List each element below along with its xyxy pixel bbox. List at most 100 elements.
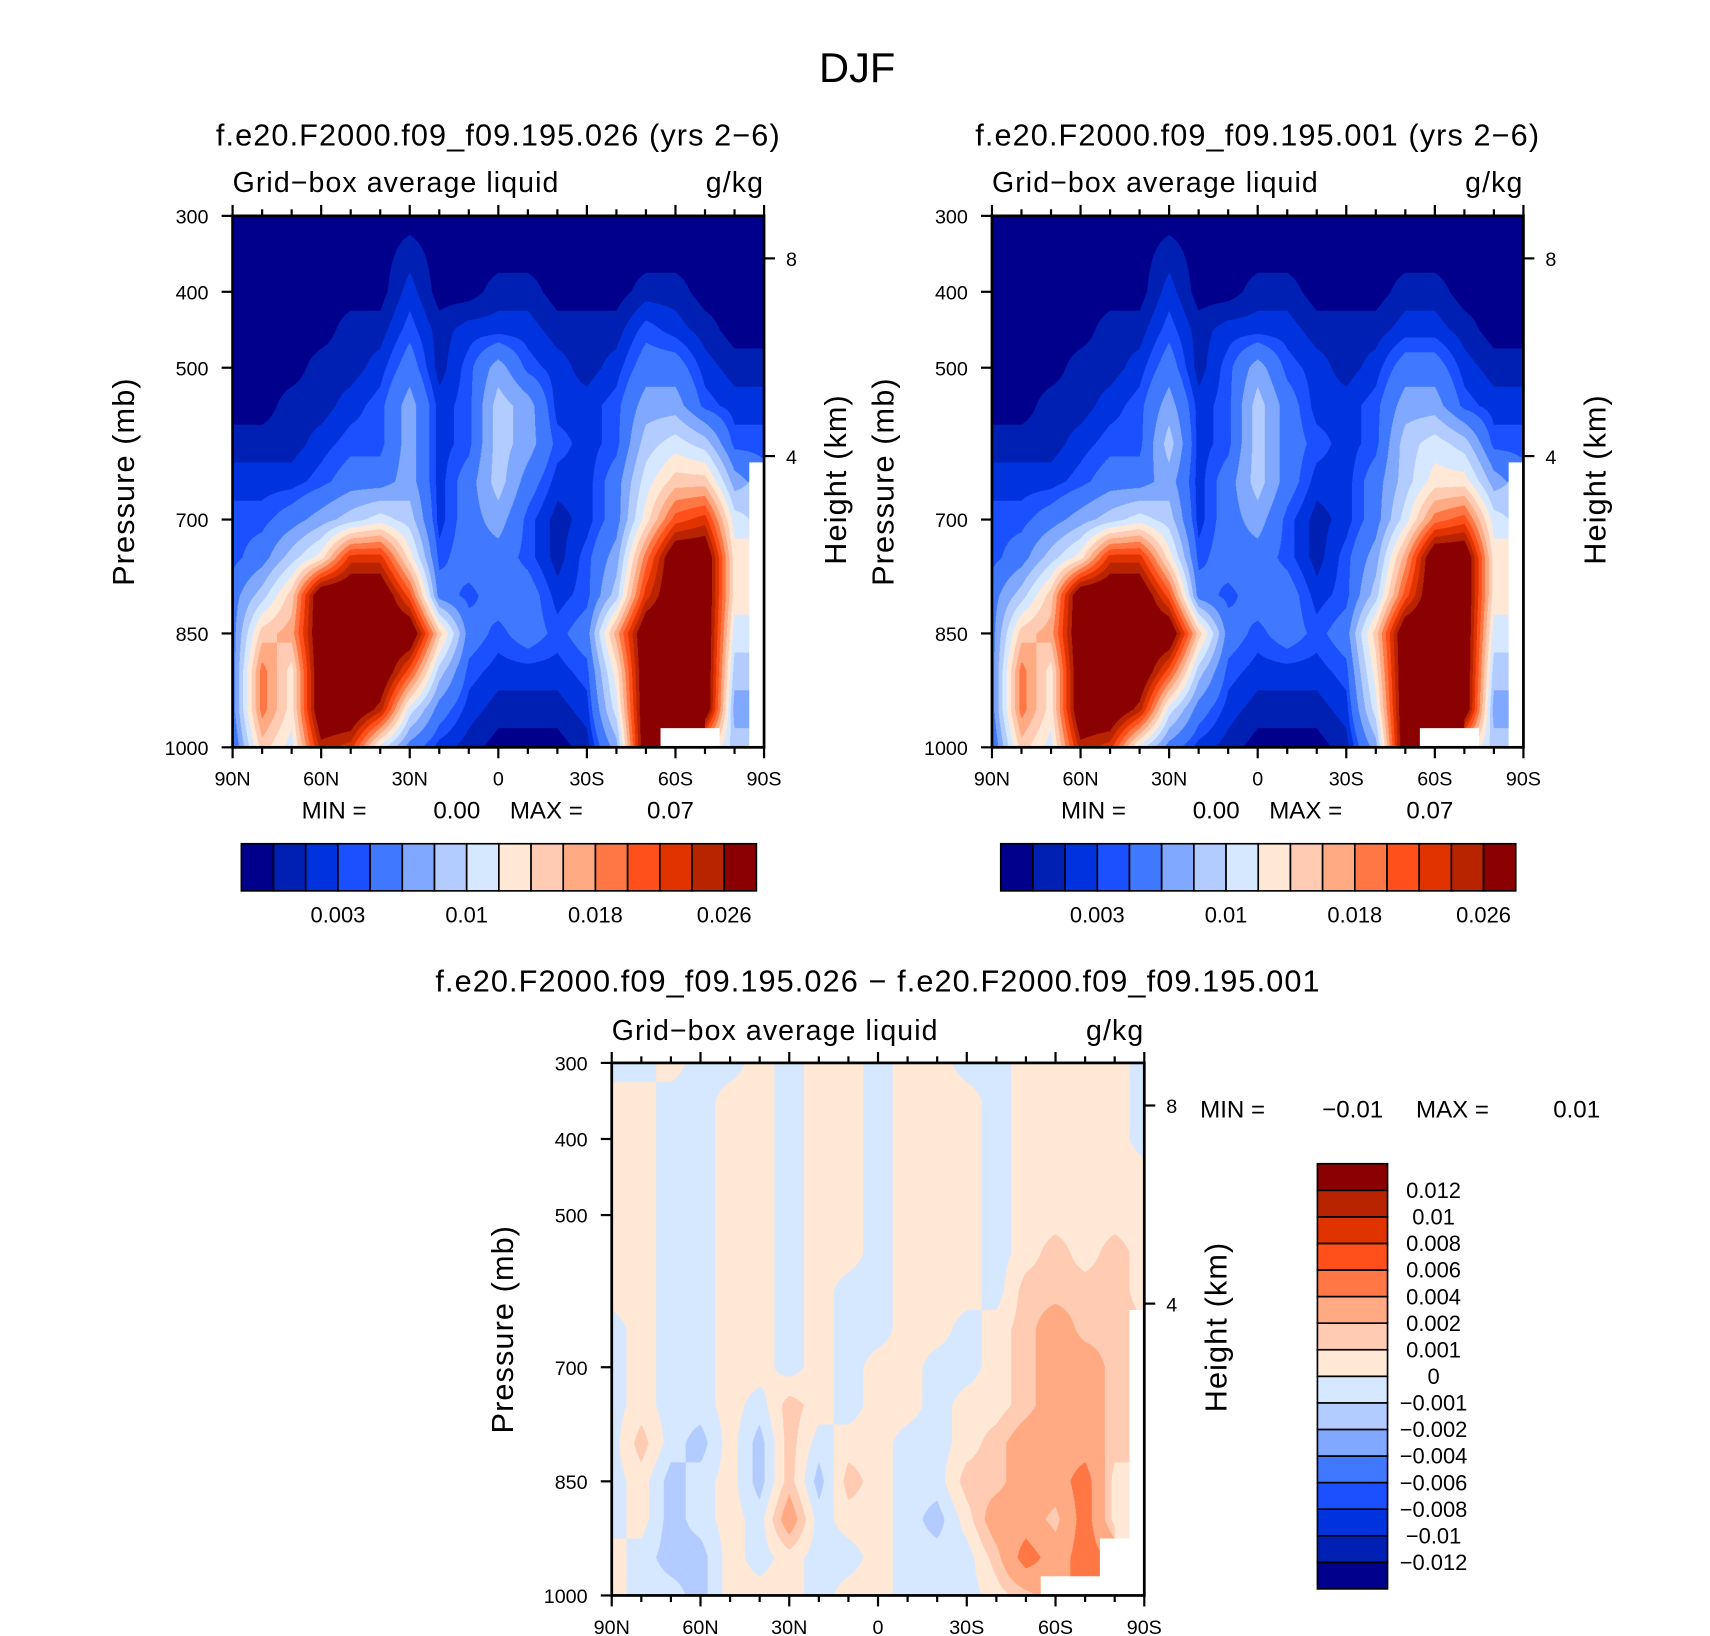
max-value: 0.01 xyxy=(1553,1097,1600,1124)
y-tick-label: 1000 xyxy=(544,1586,588,1608)
colorbar-box xyxy=(1316,1295,1389,1324)
colorbar-box xyxy=(1064,842,1099,892)
max-label: MAX = xyxy=(510,798,583,825)
colorbar-box xyxy=(401,842,436,892)
colorbar-label: 0.01 xyxy=(445,903,488,928)
colorbar-label: 0.01 xyxy=(1412,1205,1455,1230)
max-label: MAX = xyxy=(1416,1097,1489,1124)
colorbar-box xyxy=(1316,1561,1389,1590)
y-tick-label: 400 xyxy=(935,282,968,304)
colorbar-label: 0.003 xyxy=(311,903,366,928)
colorbar-label: 0.006 xyxy=(1406,1258,1461,1283)
x-tick-label: 30N xyxy=(1151,769,1187,791)
colorbar-box xyxy=(1316,1216,1389,1245)
colorbar-label: 0.004 xyxy=(1406,1284,1461,1309)
colorbar-box xyxy=(1128,842,1163,892)
colorbar-label: −0.002 xyxy=(1400,1417,1468,1442)
colorbar-label: 0.008 xyxy=(1406,1231,1461,1256)
x-tick-label: 30N xyxy=(392,769,428,791)
x-tick-label: 90S xyxy=(1127,1617,1162,1636)
colorbar-box xyxy=(1321,842,1356,892)
colorbar-label: 0.001 xyxy=(1406,1337,1461,1362)
colorbar-box xyxy=(658,842,693,892)
y2-tick-label: 8 xyxy=(1545,249,1556,271)
colorbar-box xyxy=(1353,842,1388,892)
colorbar-box xyxy=(1316,1481,1389,1510)
colorbar: 0.003 0.01 0.018 0.026 xyxy=(999,842,1517,928)
x-tick-label: 90N xyxy=(215,769,251,791)
colorbar-box xyxy=(272,842,307,892)
y-tick-label: 700 xyxy=(555,1358,588,1380)
colorbar-box xyxy=(1316,1162,1389,1192)
y-tick-label: 500 xyxy=(555,1206,588,1228)
y-tick-label: 300 xyxy=(935,207,968,229)
colorbar-box xyxy=(304,842,339,892)
min-value: 0.00 xyxy=(1193,798,1240,825)
y-tick-label: 850 xyxy=(555,1472,588,1494)
panel-subtitle: Grid−box average liquid xyxy=(612,1015,939,1047)
y2-tick-label: 4 xyxy=(786,447,797,469)
colorbar-label: 0 xyxy=(1427,1364,1439,1389)
colorbar-label: 0.026 xyxy=(697,903,752,928)
contour-field xyxy=(991,215,1524,748)
y-tick-label: 850 xyxy=(176,624,209,646)
max-value: 0.07 xyxy=(647,798,694,825)
colorbar-label: −0.01 xyxy=(1406,1523,1461,1548)
colorbar-box xyxy=(1316,1428,1389,1457)
colorbar-box xyxy=(1289,842,1324,892)
min-value: −0.01 xyxy=(1322,1097,1383,1124)
x-tick-label: 60S xyxy=(1417,769,1452,791)
colorbar-box xyxy=(1193,842,1227,892)
colorbar-box xyxy=(594,842,629,892)
y2-tick-label: 8 xyxy=(786,249,797,271)
colorbar-box xyxy=(1316,1508,1389,1537)
colorbar-box xyxy=(999,842,1034,892)
y-tick-label: 700 xyxy=(935,510,968,532)
y-tick-label: 300 xyxy=(555,1054,588,1076)
panel-title: f.e20.F2000.f09_f09.195.026 (yrs 2−6) xyxy=(216,118,781,153)
min-value: 0.00 xyxy=(433,798,480,825)
min-label: MIN = xyxy=(1061,798,1126,825)
contour-field xyxy=(232,215,765,748)
y-tick-label: 300 xyxy=(176,207,209,229)
panel-title: f.e20.F2000.f09_f09.195.001 (yrs 2−6) xyxy=(975,118,1540,153)
x-tick-label: 30S xyxy=(569,769,604,791)
colorbar-label: −0.001 xyxy=(1400,1391,1468,1416)
colorbar-box xyxy=(1032,842,1066,892)
x-tick-label: 90S xyxy=(747,769,782,791)
colorbar-box xyxy=(1386,842,1421,892)
x-tick-label: 0 xyxy=(873,1617,884,1636)
y2-axis-title: Height (km) xyxy=(1578,394,1613,565)
colorbar-box xyxy=(530,842,565,892)
x-tick-label: 30N xyxy=(771,1617,807,1636)
y-tick-label: 1000 xyxy=(924,738,968,760)
y2-tick-label: 8 xyxy=(1166,1096,1177,1118)
colorbar: 0.003 0.01 0.018 0.026 xyxy=(240,842,758,928)
colorbar-box xyxy=(1316,1242,1389,1271)
y-tick-label: 1000 xyxy=(165,738,209,760)
x-tick-label: 0 xyxy=(493,769,504,791)
y-axis-title: Pressure (mb) xyxy=(106,377,141,586)
min-label: MIN = xyxy=(302,798,367,825)
x-tick-label: 60N xyxy=(1062,769,1098,791)
y2-tick-label: 4 xyxy=(1166,1294,1177,1316)
x-tick-label: 30S xyxy=(1329,769,1364,791)
y2-axis-title: Height (km) xyxy=(1198,1242,1233,1413)
y-tick-label: 500 xyxy=(935,358,968,380)
colorbar-box xyxy=(337,842,371,892)
max-value: 0.07 xyxy=(1406,798,1453,825)
units-label: g/kg xyxy=(1465,167,1523,199)
colorbar-label: 0.018 xyxy=(1327,903,1382,928)
colorbar-box xyxy=(1316,1322,1389,1351)
colorbar-box xyxy=(691,842,726,892)
colorbar-label: 0.003 xyxy=(1070,903,1125,928)
units-label: g/kg xyxy=(706,167,764,199)
x-tick-label: 60S xyxy=(658,769,693,791)
panel-title: f.e20.F2000.f09_f09.195.026 − f.e20.F200… xyxy=(435,964,1320,999)
y-tick-label: 700 xyxy=(176,510,209,532)
y2-axis-title: Height (km) xyxy=(818,394,853,565)
y-axis-title: Pressure (mb) xyxy=(865,377,900,586)
colorbar-box xyxy=(1225,842,1260,892)
x-tick-label: 30S xyxy=(949,1617,984,1636)
